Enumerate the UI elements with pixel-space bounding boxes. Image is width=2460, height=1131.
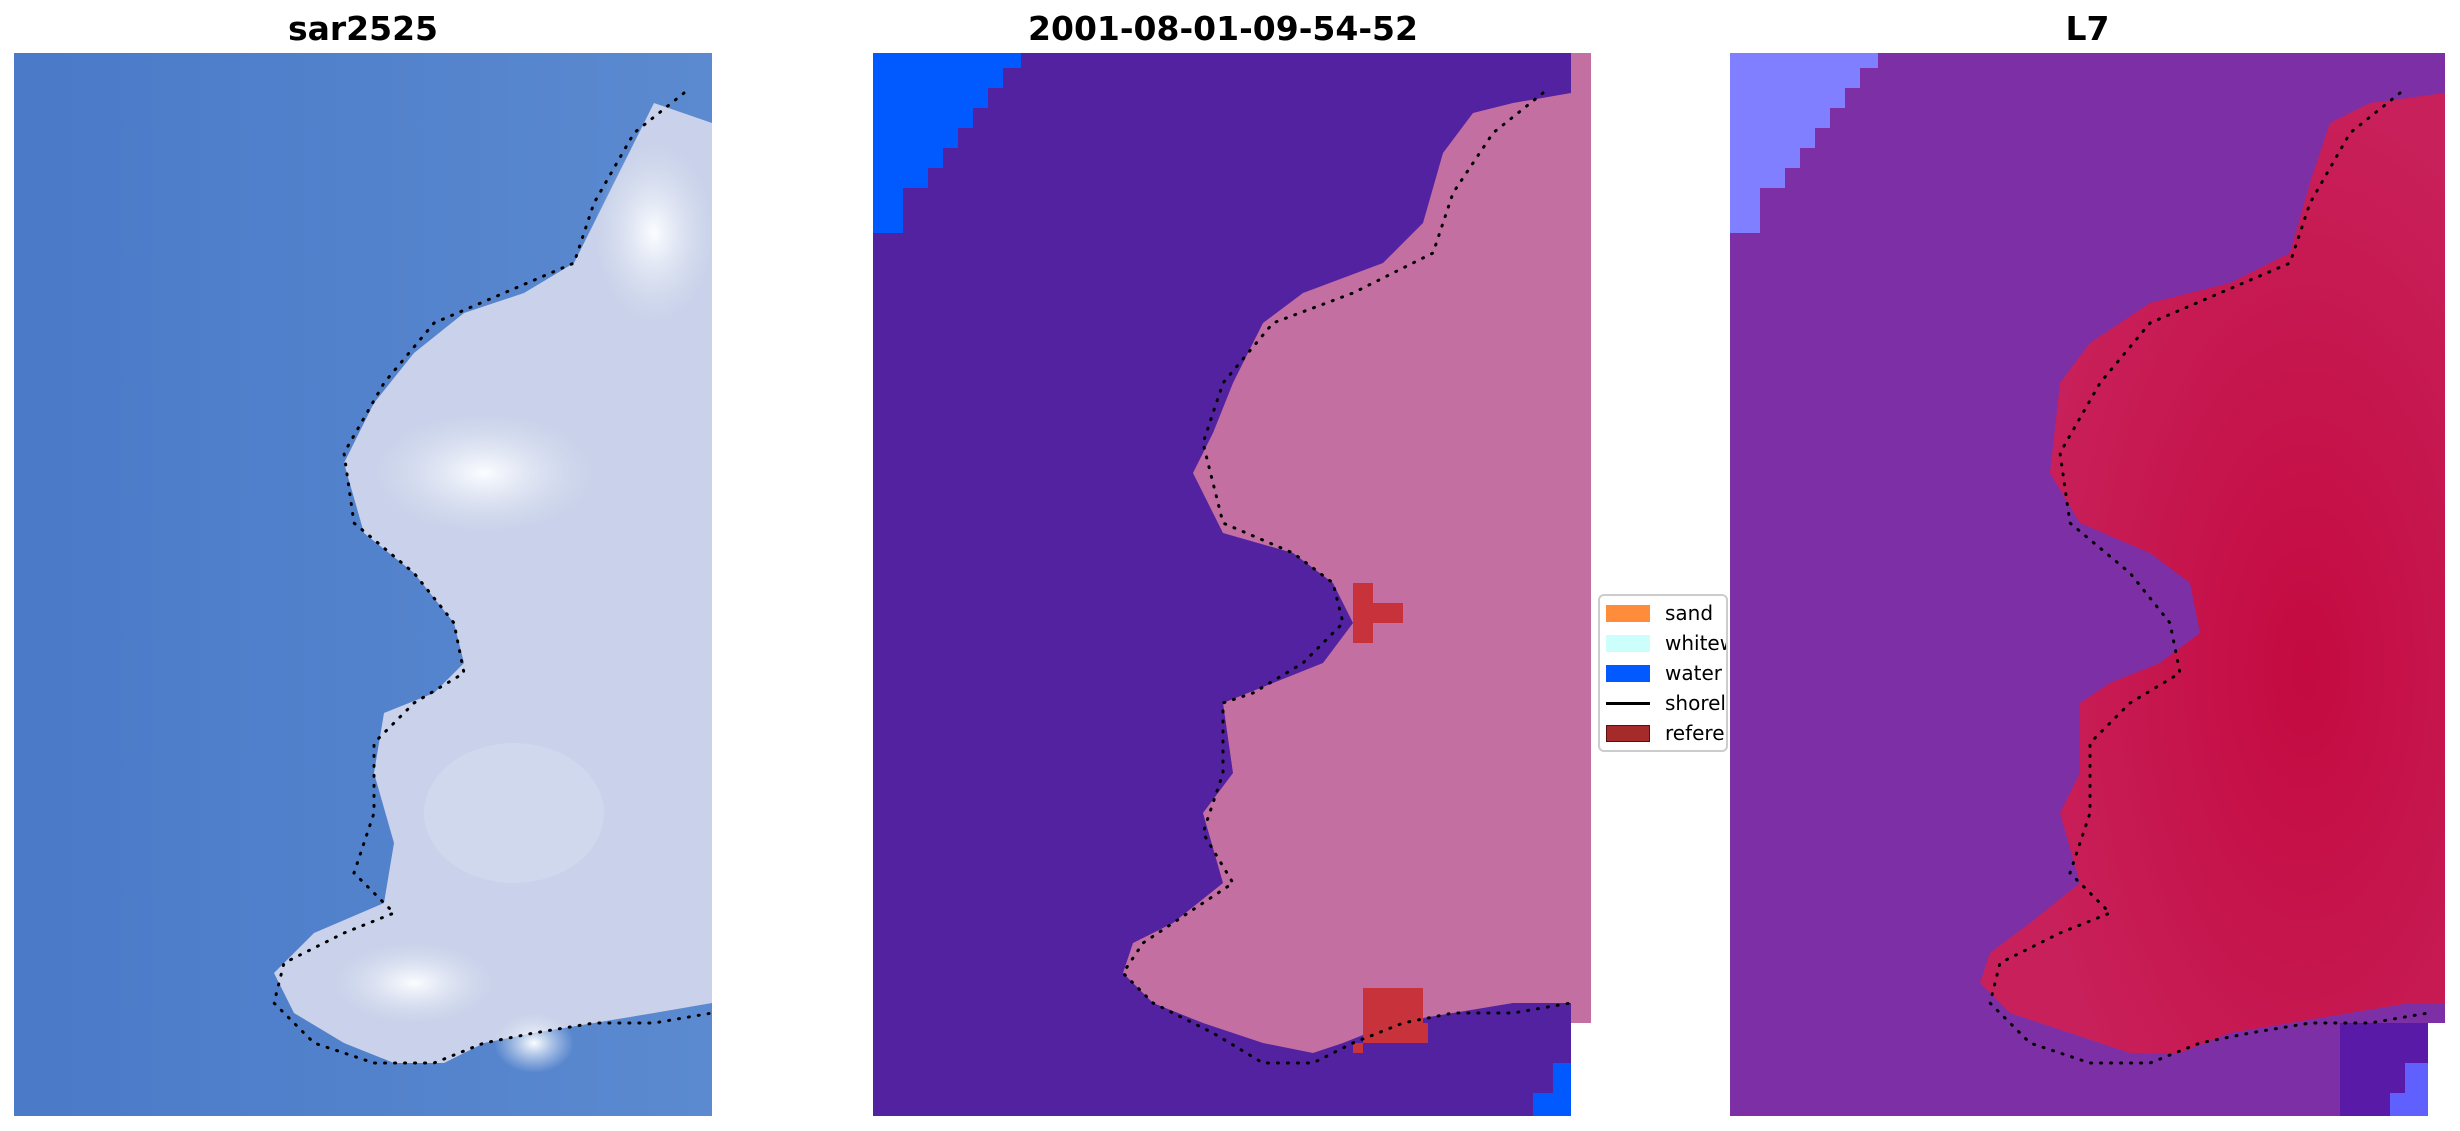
reference-swatch [1606,724,1650,742]
index-image [1730,53,2445,1116]
sand-swatch [1606,604,1650,622]
water-swatch [1606,664,1650,682]
water-class-corner [873,53,1021,233]
classification-panel [873,53,1591,1116]
panel-2-title: 2001-08-01-09-54-52 [1028,9,1418,48]
whitewater-swatch [1606,634,1650,652]
water-class-bottom [1533,1063,1571,1116]
index-panel [1730,53,2445,1116]
shoreline [1988,91,2430,1065]
rgb-image [14,53,712,1116]
panel-3-title: L7 [2065,9,2110,48]
reference-patch-1 [1353,583,1403,643]
legend-entry-sand: sand [1606,600,1713,626]
legend-label: sand [1665,601,1714,625]
classification-image [873,53,1591,1116]
legend-entry-reference: reference [1606,720,1726,746]
land-index [1980,93,2445,1053]
edge-corner [1730,53,1878,233]
legend-label: water [1665,661,1722,685]
legend-entry-shoreline: shoreline [1606,690,1726,716]
panel-1-title: sar2525 [287,9,439,48]
legend-label: shoreline [1665,691,1726,715]
shoreline [272,91,712,1065]
shoreline [1121,91,1573,1065]
bottom-edge-blue [2390,1063,2428,1116]
shoreline-swatch [1606,701,1650,705]
legend-label: reference [1665,721,1726,745]
rgb-image-panel [14,53,712,1116]
land-class [1123,93,1571,1053]
legend-entry-water: water [1606,660,1722,686]
